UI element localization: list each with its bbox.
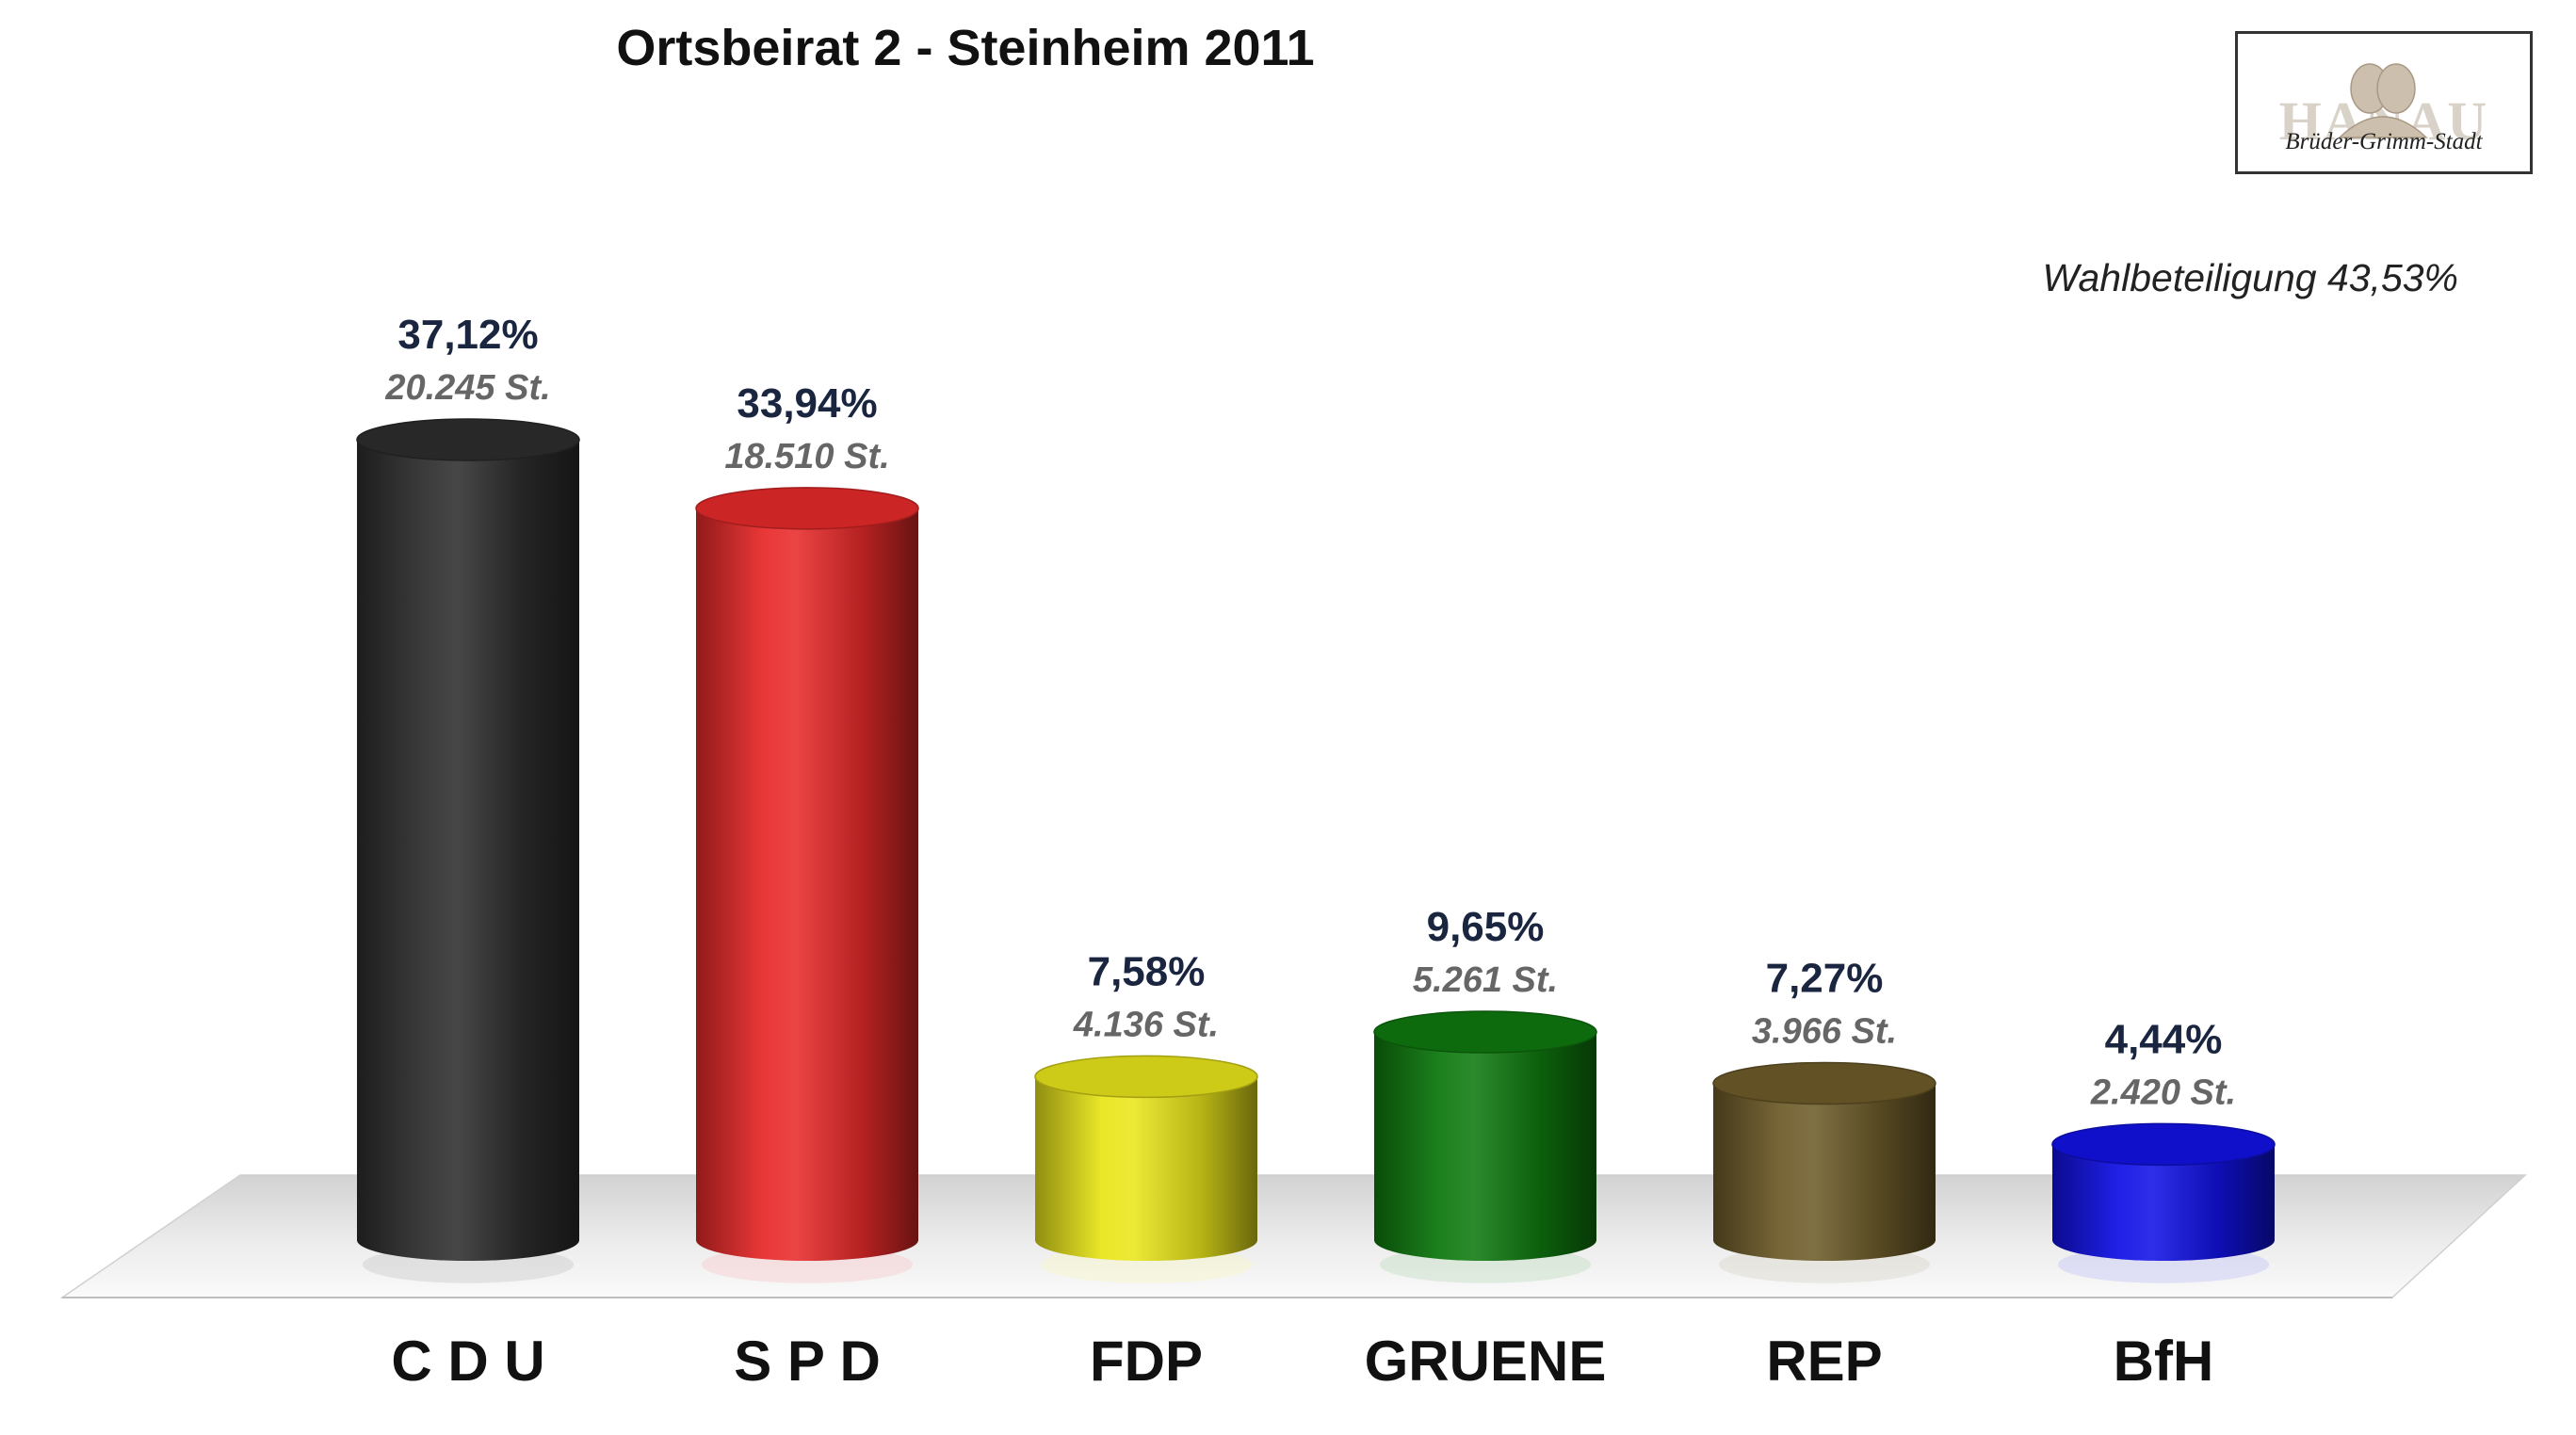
bar-body <box>696 508 918 1261</box>
bar-body <box>357 440 579 1261</box>
value-label: 4,44% <box>2105 1016 2223 1062</box>
votes-label: 5.261 St. <box>1413 960 1558 1000</box>
category-label: BfH <box>2114 1330 2214 1393</box>
votes-label: 20.245 St. <box>384 368 550 408</box>
value-label: 7,27% <box>1766 956 1884 1002</box>
bar-body <box>1713 1083 1936 1261</box>
chart-title: Ortsbeirat 2 - Steinheim 2011 <box>616 20 1315 76</box>
category-label: REP <box>1766 1330 1882 1393</box>
value-label: 37,12% <box>397 312 538 358</box>
hanau-logo-image: HANAU Brüder-Grimm-Stadt <box>2279 63 2487 154</box>
bar-body <box>1374 1032 1596 1261</box>
value-label: 33,94% <box>737 380 877 427</box>
category-label: C D U <box>391 1330 544 1393</box>
bar-top <box>1034 1055 1258 1099</box>
bar-2 <box>1034 1055 1258 1283</box>
portrait-icon <box>2338 63 2428 138</box>
hanau-logo: HANAU Brüder-Grimm-Stadt <box>2235 31 2533 174</box>
category-label: S P D <box>734 1330 881 1393</box>
value-label: 7,58% <box>1088 948 1206 994</box>
logo-tagline: Brüder-Grimm-Stadt <box>2285 129 2483 154</box>
bar-body <box>1035 1076 1257 1261</box>
bar-1 <box>695 487 919 1283</box>
category-label: FDP <box>1090 1330 1203 1393</box>
bar-top <box>1712 1061 1936 1105</box>
turnout-annotation: Wahlbeteiligung 43,53% <box>2042 256 2458 299</box>
bar-3 <box>1373 1010 1597 1283</box>
bar-5 <box>2051 1122 2276 1283</box>
value-label: 9,65% <box>1427 904 1545 950</box>
bar-top <box>356 418 580 461</box>
votes-label: 18.510 St. <box>724 437 889 476</box>
bar-top <box>1373 1010 1597 1054</box>
bar-top <box>2051 1122 2276 1167</box>
votes-label: 4.136 St. <box>1073 1005 1219 1044</box>
bar-0 <box>356 418 580 1283</box>
bar-top <box>695 487 919 530</box>
votes-label: 3.966 St. <box>1752 1012 1897 1052</box>
bar-body <box>2052 1144 2275 1261</box>
votes-label: 2.420 St. <box>2090 1072 2236 1112</box>
bar-4 <box>1712 1061 1936 1283</box>
category-label: GRUENE <box>1365 1330 1607 1393</box>
